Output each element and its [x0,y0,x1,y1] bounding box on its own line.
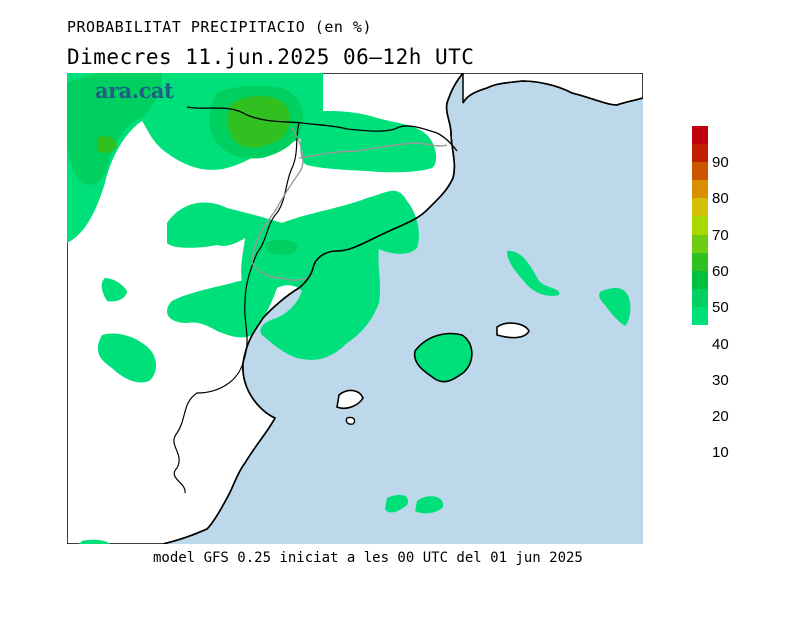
legend-color-box [692,216,708,235]
island-formentera [345,416,356,425]
legend-label: 80 [712,190,729,208]
border-spain-france [186,106,458,152]
legend-label: 20 [712,408,729,426]
island-mallorca [413,332,473,383]
legend-color-box [692,288,708,307]
legend-label: 70 [712,226,729,244]
color-legend [692,126,708,326]
legend-color-box [692,198,708,217]
legend-color-box [692,306,708,326]
legend-label: 10 [712,444,729,462]
island-menorca [496,322,530,339]
model-info: model GFS 0.25 iniciat a les 00 UTC del … [153,550,583,566]
legend-color-box [692,234,708,253]
forecast-date: Dimecres 11.jun.2025 06–12h UTC [67,45,475,69]
coastline [162,73,464,544]
legend-label: 90 [712,154,729,171]
legend-label: 30 [712,371,729,389]
legend-color-box [692,180,708,199]
legend-label: 60 [712,262,729,280]
prob-30-area [97,95,290,153]
border-catalonia [173,122,300,494]
province-border [251,127,448,281]
legend-color-box [692,126,708,145]
legend-color-box [692,252,708,271]
precipitation-map [67,73,643,544]
ara-cat-logo[interactable]: ara.cat [95,78,174,103]
coastline-france [462,80,643,106]
legend-color-box [692,144,708,163]
legend-color-box [692,270,708,289]
legend-label: 40 [712,335,729,353]
island-ibiza [336,389,364,410]
legend-label: 50 [712,299,729,317]
legend-color-box [692,162,708,181]
chart-title: PROBABILITAT PRECIPITACIO (en %) [67,18,372,36]
